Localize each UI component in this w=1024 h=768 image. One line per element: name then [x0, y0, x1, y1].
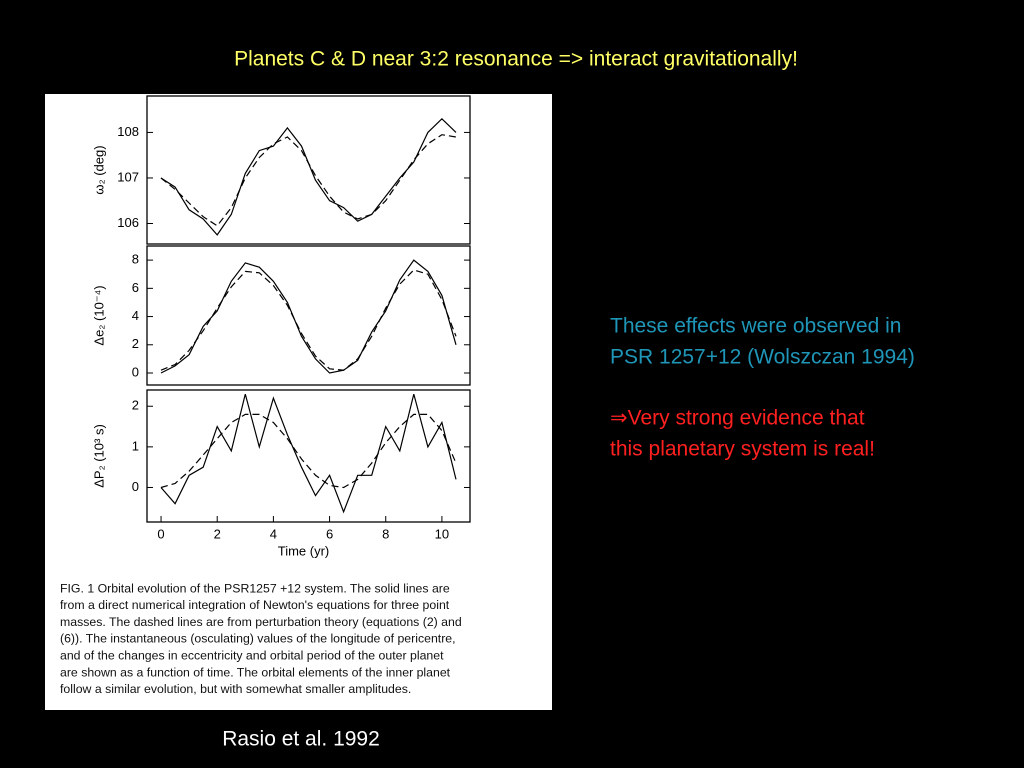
y-axis-label: ΔP₂ (10³ s) [91, 424, 106, 488]
x-tick-label: 6 [326, 526, 333, 541]
solid-line [160, 393, 457, 514]
x-tick-label: 10 [435, 526, 449, 541]
y-tick-label: 107 [117, 169, 139, 184]
y-tick-label: 4 [132, 308, 139, 323]
plot-frame [146, 245, 471, 386]
x-tick-label: 2 [214, 526, 221, 541]
y-tick-label: 6 [132, 280, 139, 295]
figure-panel [45, 94, 552, 710]
caption-line: and of the changes in eccentricity and o… [60, 648, 444, 662]
solid-line [160, 259, 457, 374]
x-tick-label: 4 [270, 526, 277, 541]
x-axis-label: Time (yr) [278, 543, 330, 558]
dashed-line [160, 134, 457, 227]
caption-line: masses. The dashed lines are from pertur… [60, 615, 462, 629]
y-axis-label: ω₂ (deg) [91, 145, 106, 194]
conclusion-line: ⇒Very strong evidence that [610, 407, 865, 430]
plot-frame [146, 389, 471, 523]
y-axis-label: Δe₂ (10⁻⁴) [91, 285, 106, 345]
caption-line: FIG. 1 Orbital evolution of the PSR1257 … [60, 581, 450, 595]
slide-title: Planets C & D near 3:2 resonance => inte… [234, 48, 798, 71]
caption-line: from a direct numerical integration of N… [60, 598, 450, 612]
y-tick-label: 2 [132, 398, 139, 413]
y-tick-label: 108 [117, 124, 139, 139]
plot-frame [146, 95, 471, 245]
caption-line: (6)). The instantaneous (osculating) val… [60, 632, 456, 646]
dashed-line [160, 413, 457, 489]
y-tick-label: 8 [132, 252, 139, 267]
caption-line: follow a similar evolution, but with som… [60, 682, 411, 696]
y-tick-label: 0 [132, 479, 139, 494]
dashed-line [160, 269, 457, 371]
y-tick-label: 2 [132, 336, 139, 351]
credit: Rasio et al. 1992 [222, 728, 380, 751]
observation-line: PSR 1257+12 (Wolszczan 1994) [610, 346, 915, 369]
caption-line: are shown as a function of time. The orb… [60, 665, 451, 679]
y-tick-label: 106 [117, 215, 139, 230]
y-tick-label: 0 [132, 364, 139, 379]
conclusion-line: this planetary system is real! [610, 438, 875, 461]
x-tick-label: 8 [382, 526, 389, 541]
observation-line: These effects were observed in [610, 315, 901, 338]
y-tick-label: 1 [132, 438, 139, 453]
x-tick-label: 0 [157, 526, 164, 541]
